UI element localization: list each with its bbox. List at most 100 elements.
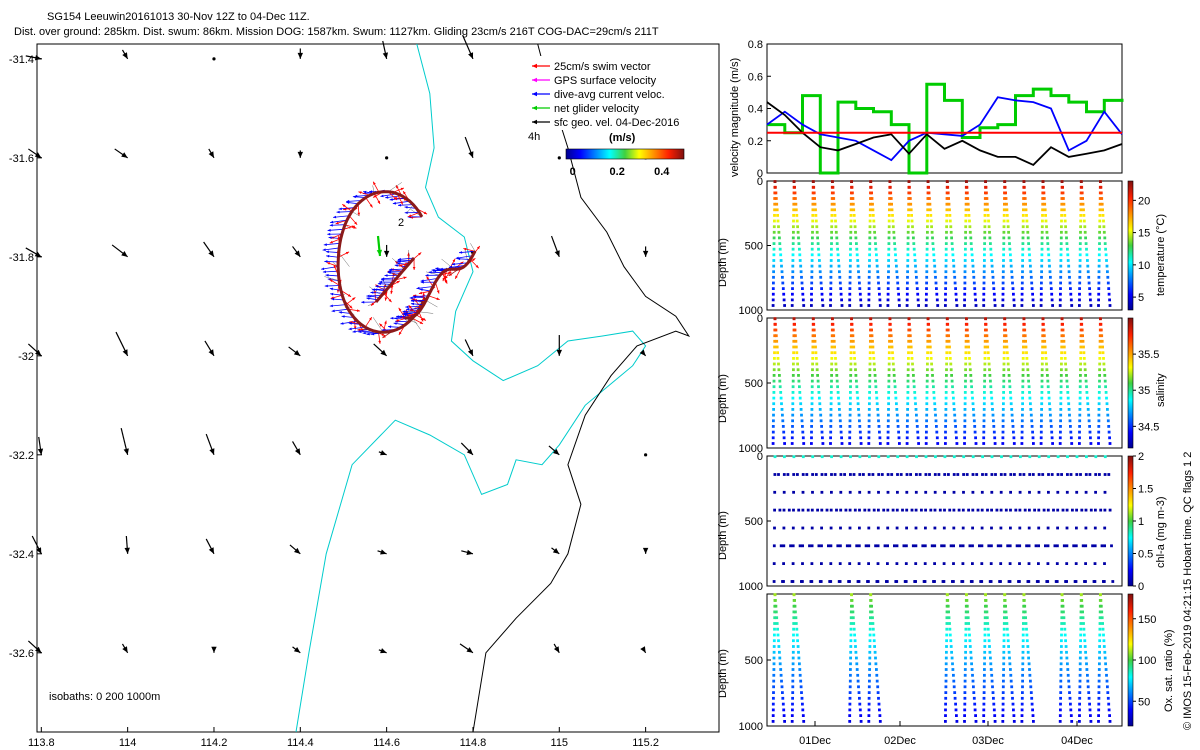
profile-point bbox=[867, 281, 871, 285]
profile-point bbox=[839, 508, 843, 512]
profile-point bbox=[855, 662, 859, 666]
profile-point bbox=[875, 259, 879, 262]
profile-point bbox=[890, 208, 894, 212]
profile-point bbox=[1097, 685, 1101, 689]
profile-point bbox=[792, 202, 796, 206]
profile-point bbox=[792, 616, 796, 620]
profile-point bbox=[1087, 691, 1091, 694]
profile-point bbox=[868, 259, 871, 262]
profile-point bbox=[1025, 362, 1029, 366]
profile-point bbox=[964, 214, 968, 217]
profile-point bbox=[1015, 544, 1019, 548]
profile-point bbox=[910, 357, 914, 360]
profile-point bbox=[964, 225, 968, 229]
profile-point bbox=[1027, 242, 1030, 245]
geo-vel-arrow-head bbox=[552, 548, 560, 554]
profile-point bbox=[1082, 633, 1086, 637]
profile-point bbox=[1009, 455, 1013, 459]
profile-point bbox=[906, 362, 910, 366]
profile-point bbox=[771, 304, 775, 307]
profile-point bbox=[974, 298, 977, 302]
profile-point bbox=[862, 473, 865, 476]
profile-point bbox=[887, 247, 891, 251]
profile-point bbox=[773, 334, 777, 338]
profile-point bbox=[792, 214, 795, 217]
profile-point bbox=[1027, 580, 1031, 583]
swim-vector-head bbox=[329, 240, 334, 244]
profile-point bbox=[927, 191, 931, 195]
profile-point bbox=[835, 374, 839, 377]
profile-point bbox=[792, 455, 796, 459]
profile-point bbox=[1043, 208, 1047, 212]
profile-point bbox=[1081, 610, 1084, 614]
profile-point bbox=[993, 436, 997, 440]
profile-point bbox=[791, 708, 794, 712]
geo-vel-dot bbox=[557, 156, 561, 160]
profile-point bbox=[983, 357, 987, 360]
profile-point bbox=[1060, 593, 1064, 597]
profile-point bbox=[1047, 490, 1050, 494]
colorbar-label-temperature: temperature (°C) bbox=[1155, 214, 1167, 296]
profile-point bbox=[855, 656, 858, 660]
profile-point bbox=[968, 645, 972, 648]
profile-point bbox=[850, 322, 854, 326]
profile-point bbox=[961, 580, 965, 583]
profile-point bbox=[834, 368, 838, 372]
geo-vel-arrow-head bbox=[34, 55, 42, 61]
profile-point bbox=[867, 287, 871, 290]
profile-point bbox=[983, 668, 986, 671]
profile-point bbox=[944, 679, 948, 683]
profile-point bbox=[947, 334, 950, 338]
profile-point bbox=[850, 599, 854, 602]
profile-point bbox=[887, 374, 891, 377]
geo-vel-dot bbox=[644, 453, 648, 457]
profile-point bbox=[964, 639, 968, 643]
profile-point bbox=[1010, 413, 1014, 417]
profile-point bbox=[791, 374, 795, 377]
profile-point bbox=[905, 304, 909, 307]
profile-point bbox=[817, 247, 820, 251]
profile-point bbox=[944, 696, 948, 700]
profile-point bbox=[989, 656, 992, 660]
profile-point bbox=[951, 662, 954, 666]
profile-point bbox=[1100, 544, 1104, 548]
profile-point bbox=[964, 379, 967, 383]
profile-point bbox=[954, 292, 958, 296]
profile-point bbox=[1059, 391, 1063, 394]
profile-point bbox=[894, 396, 898, 400]
profile-point bbox=[963, 264, 967, 268]
profile-point bbox=[848, 562, 852, 565]
profile-point bbox=[990, 490, 994, 494]
profile-point bbox=[907, 317, 911, 321]
profile-point bbox=[1023, 334, 1027, 338]
track-path bbox=[374, 257, 416, 303]
profile-point bbox=[820, 455, 824, 459]
profile-point bbox=[1011, 702, 1015, 706]
profile-point bbox=[963, 391, 967, 394]
profile-point bbox=[972, 275, 976, 279]
profile-point bbox=[895, 264, 898, 268]
profile-point bbox=[912, 374, 915, 377]
profile-point bbox=[985, 334, 989, 338]
profile-point bbox=[945, 616, 949, 620]
profile-point bbox=[782, 473, 786, 476]
profile-point bbox=[933, 562, 936, 565]
profile-point bbox=[855, 391, 859, 394]
profile-point bbox=[877, 508, 880, 512]
profile-point bbox=[1105, 259, 1108, 262]
profile-point bbox=[1027, 385, 1031, 389]
profile-point bbox=[1002, 230, 1006, 234]
profile-point bbox=[932, 385, 935, 389]
profile-point bbox=[891, 508, 895, 512]
profile-point bbox=[1029, 691, 1033, 694]
profile-point bbox=[1081, 202, 1085, 206]
profile-point bbox=[1106, 685, 1109, 689]
profile-point bbox=[792, 627, 795, 631]
profile-point bbox=[914, 270, 918, 274]
profile-point bbox=[1040, 402, 1044, 406]
profile-point bbox=[875, 673, 879, 677]
profile-point bbox=[1074, 544, 1078, 548]
profile-point bbox=[829, 436, 832, 440]
profile-point bbox=[964, 236, 967, 240]
profile-point bbox=[931, 242, 935, 245]
